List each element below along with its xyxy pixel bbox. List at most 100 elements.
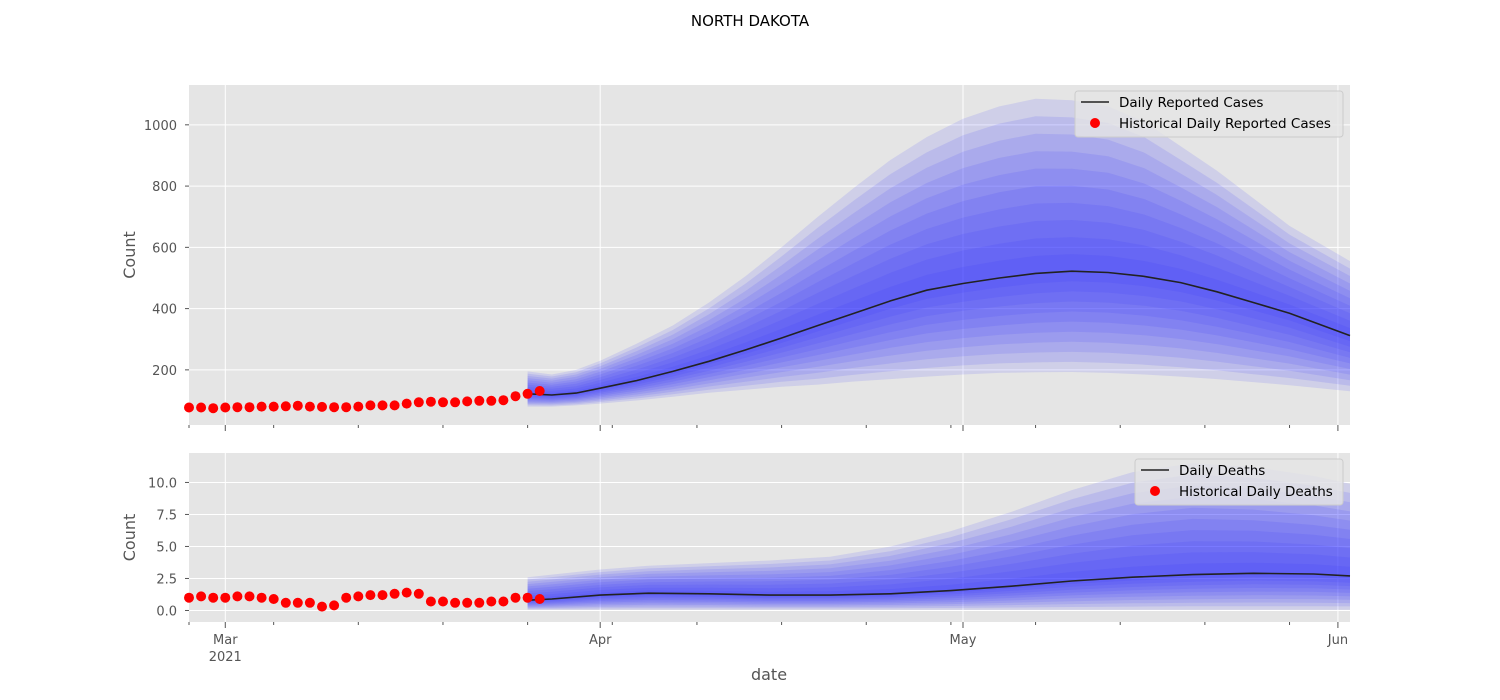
legend: Daily Deaths Historical Daily Deaths xyxy=(1134,458,1344,506)
forecast-band xyxy=(527,562,1350,602)
forecast-band xyxy=(527,168,1350,402)
historical-point xyxy=(353,401,364,412)
historical-point xyxy=(208,592,219,603)
deaths-panel: 0.0 2.5 5.0 7.5 10.0 Count Daily Deaths Histori… xyxy=(120,453,1351,628)
historical-point xyxy=(450,397,461,408)
legend-point-swatch xyxy=(1090,118,1100,128)
historical-point xyxy=(401,398,412,409)
historical-point xyxy=(510,391,521,402)
historical-point xyxy=(341,402,352,413)
historical-point xyxy=(220,402,231,413)
historical-point xyxy=(280,597,291,608)
forecast-band xyxy=(527,185,1350,401)
legend-point-swatch xyxy=(1150,486,1160,496)
historical-point xyxy=(377,590,388,601)
forecast-band xyxy=(527,254,1350,397)
historical-point xyxy=(498,596,509,607)
figure-title: NORTH DAKOTA xyxy=(691,12,810,30)
historical-point xyxy=(256,401,267,412)
historical-point xyxy=(389,588,400,599)
historical-point xyxy=(184,402,194,413)
forecast-median-line xyxy=(527,572,1351,601)
historical-point xyxy=(329,600,340,611)
historical-point xyxy=(389,400,400,411)
historical-point xyxy=(522,388,533,399)
x-axis-label: date xyxy=(751,665,787,684)
historical-point xyxy=(462,597,473,608)
y-tick-label: 400 xyxy=(152,303,177,318)
historical-point xyxy=(341,592,352,603)
historical-point xyxy=(292,597,303,608)
historical-point xyxy=(401,587,412,598)
historical-point xyxy=(377,400,388,411)
legend-label-forecast: Daily Deaths xyxy=(1179,463,1265,479)
historical-point xyxy=(438,397,448,408)
historical-point xyxy=(365,590,376,601)
forecast-band xyxy=(527,541,1350,604)
forecast-band xyxy=(527,98,1350,407)
legend-label-historical: Historical Daily Deaths xyxy=(1179,484,1333,500)
forecast-band xyxy=(527,496,1350,607)
historical-point xyxy=(522,592,533,603)
historical-point xyxy=(292,400,303,411)
historical-points xyxy=(184,587,545,612)
y-axis-label: Count xyxy=(120,514,139,562)
y-tick-label: 7.5 xyxy=(156,508,177,523)
historical-point xyxy=(208,403,219,414)
forecast-band xyxy=(527,202,1350,400)
forecast-band xyxy=(527,518,1350,605)
y-tick-label: 200 xyxy=(152,364,177,379)
historical-point xyxy=(196,591,207,602)
forecast-band xyxy=(527,474,1350,609)
historical-point xyxy=(196,402,207,413)
historical-point xyxy=(534,594,545,604)
historical-point xyxy=(450,597,461,608)
legend-label-historical: Historical Daily Reported Cases xyxy=(1119,116,1331,132)
plot-background xyxy=(189,85,1350,425)
y-tick-label: 800 xyxy=(152,180,177,195)
historical-point xyxy=(413,397,424,408)
forecast-band xyxy=(527,530,1350,605)
legend: Daily Reported Cases Historical Daily Rep… xyxy=(1074,90,1344,138)
legend-label-forecast: Daily Reported Cases xyxy=(1119,95,1263,111)
y-tick-label: 2.5 xyxy=(156,572,177,587)
historical-point xyxy=(486,596,497,607)
historical-point xyxy=(317,401,327,412)
historical-point xyxy=(498,395,509,406)
x-tick-sublabel: 2021 xyxy=(209,650,242,665)
legend-box xyxy=(1074,90,1344,138)
historical-point xyxy=(486,395,497,406)
historical-point xyxy=(232,591,243,602)
historical-point xyxy=(304,597,315,608)
historical-point xyxy=(268,401,279,412)
historical-point xyxy=(220,592,231,603)
historical-point xyxy=(425,596,436,607)
y-tick-label: 600 xyxy=(152,241,177,256)
historical-point xyxy=(462,396,473,407)
historical-point xyxy=(280,401,291,412)
y-tick-label: 1000 xyxy=(144,119,177,134)
historical-point xyxy=(268,594,279,604)
historical-point xyxy=(534,386,545,396)
historical-point xyxy=(438,596,448,607)
x-tick-label: Mar xyxy=(213,633,238,648)
historical-point xyxy=(304,401,315,412)
historical-point xyxy=(474,597,485,608)
x-tick-label: Jun xyxy=(1327,633,1348,648)
forecast-bands xyxy=(527,463,1350,610)
historical-point xyxy=(244,402,255,413)
forecast-bands xyxy=(527,98,1350,407)
cases-panel: 200 400 600 800 1000 Count Daily Reported Case… xyxy=(120,85,1351,431)
historical-point xyxy=(184,592,194,603)
forecast-band xyxy=(527,507,1350,606)
historical-points xyxy=(184,386,545,414)
legend-box xyxy=(1134,458,1344,506)
forecast-band xyxy=(527,552,1350,603)
historical-point xyxy=(317,601,327,612)
y-axis-label: Count xyxy=(120,231,139,279)
x-tick-label: May xyxy=(950,633,977,648)
y-tick-label: 10.0 xyxy=(148,476,177,491)
forecast-band xyxy=(527,116,1350,406)
historical-point xyxy=(425,396,436,407)
